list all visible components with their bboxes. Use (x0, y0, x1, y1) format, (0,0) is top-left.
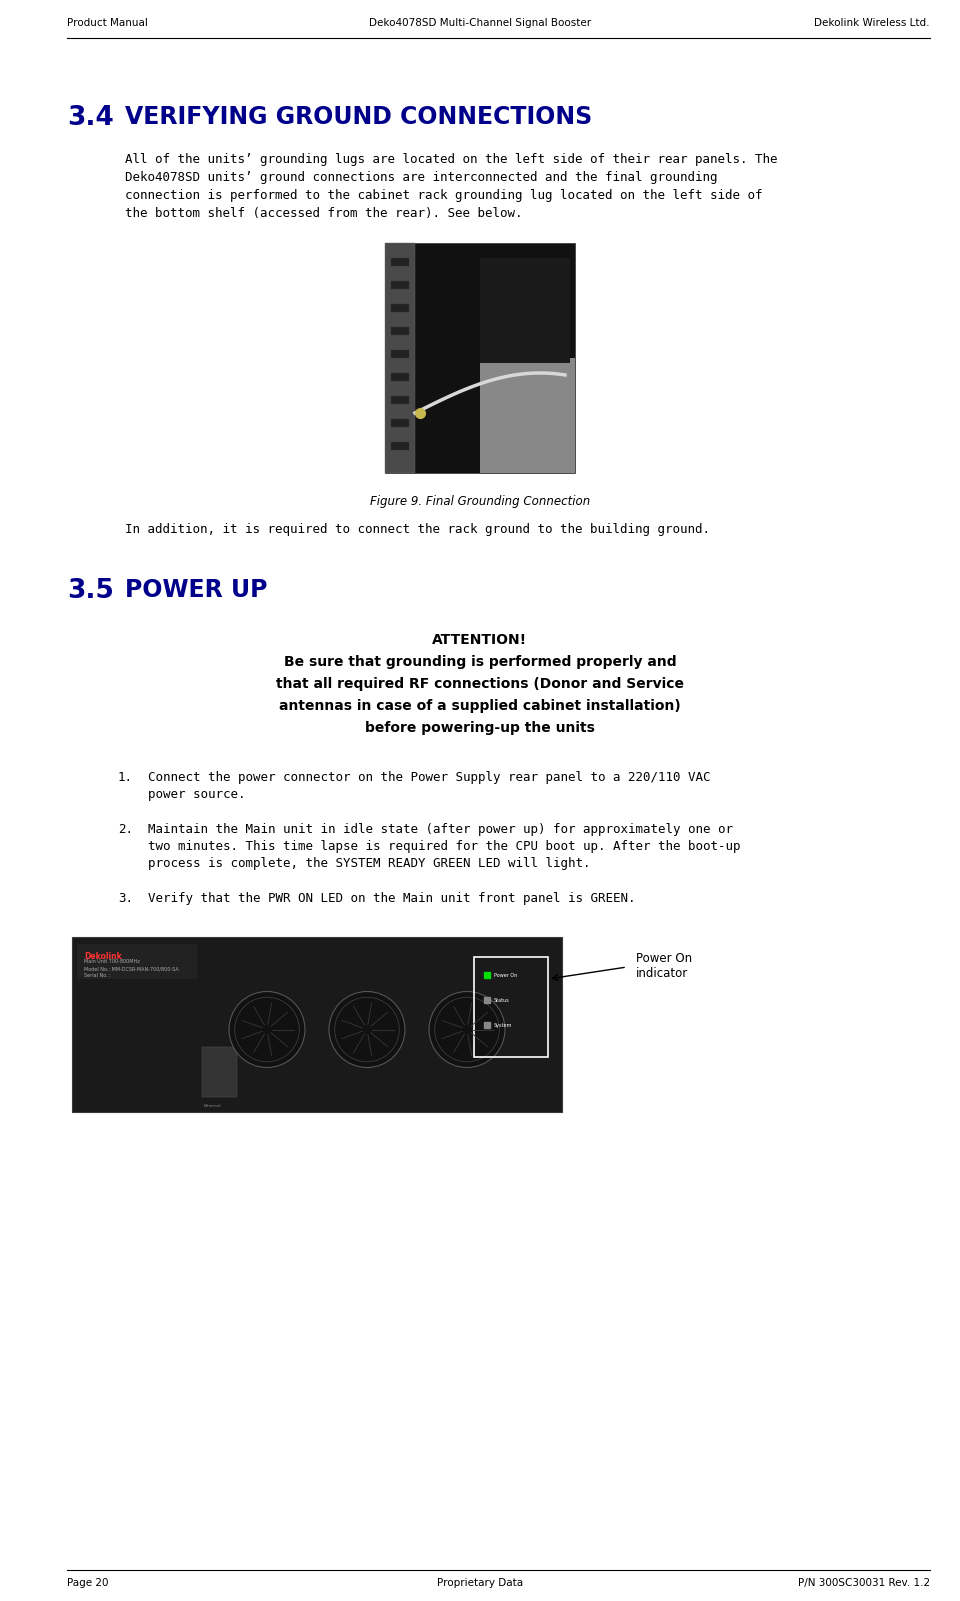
Text: the bottom shelf (accessed from the rear). See below.: the bottom shelf (accessed from the rear… (125, 207, 522, 219)
Bar (391, 304, 409, 312)
Bar (77, 945, 197, 978)
Text: Model No.: MM-DCSR-MAN-700/800-SA: Model No.: MM-DCSR-MAN-700/800-SA (84, 965, 179, 970)
Text: Dekolink: Dekolink (84, 953, 122, 961)
Text: Proprietary Data: Proprietary Data (437, 1579, 523, 1588)
Bar (391, 282, 409, 290)
Bar (391, 327, 409, 335)
Text: 1.: 1. (118, 772, 133, 784)
Bar (391, 373, 409, 381)
Bar (480, 258, 570, 363)
Bar (385, 243, 415, 472)
Bar (385, 243, 575, 472)
Text: connection is performed to the cabinet rack grounding lug located on the left si: connection is performed to the cabinet r… (125, 189, 762, 202)
Text: Power On: Power On (494, 972, 517, 978)
Text: 2.: 2. (118, 823, 133, 836)
Text: 3.: 3. (118, 892, 133, 905)
Text: Power On
indicator: Power On indicator (636, 953, 692, 980)
Text: before powering-up the units: before powering-up the units (365, 720, 595, 735)
Bar (391, 351, 409, 359)
Bar (391, 258, 409, 266)
Text: System: System (494, 1023, 513, 1028)
Text: two minutes. This time lapse is required for the CPU boot up. After the boot-up: two minutes. This time lapse is required… (148, 841, 740, 853)
Text: Deko4078SD units’ ground connections are interconnected and the final grounding: Deko4078SD units’ ground connections are… (125, 171, 717, 184)
Text: 3.5: 3.5 (67, 578, 114, 604)
Text: antennas in case of a supplied cabinet installation): antennas in case of a supplied cabinet i… (279, 700, 681, 712)
Text: Be sure that grounding is performed properly and: Be sure that grounding is performed prop… (284, 655, 676, 669)
Text: process is complete, the SYSTEM READY GREEN LED will light.: process is complete, the SYSTEM READY GR… (148, 857, 590, 869)
Bar (391, 419, 409, 427)
Bar (480, 359, 575, 472)
Bar (72, 937, 562, 1113)
Text: that all required RF connections (Donor and Service: that all required RF connections (Donor … (276, 677, 684, 692)
Text: Dekolink Wireless Ltd.: Dekolink Wireless Ltd. (814, 18, 930, 27)
Bar (391, 442, 409, 450)
Text: POWER UP: POWER UP (125, 578, 268, 602)
Text: Verify that the PWR ON LED on the Main unit front panel is GREEN.: Verify that the PWR ON LED on the Main u… (148, 892, 636, 905)
Text: Product Manual: Product Manual (67, 18, 148, 27)
Text: P/N 300SC30031 Rev. 1.2: P/N 300SC30031 Rev. 1.2 (798, 1579, 930, 1588)
Text: power source.: power source. (148, 788, 246, 800)
Text: Status: Status (494, 997, 510, 1002)
Bar (474, 957, 548, 1057)
Circle shape (329, 991, 405, 1068)
Bar (391, 395, 409, 403)
Text: All of the units’ grounding lugs are located on the left side of their rear pane: All of the units’ grounding lugs are loc… (125, 154, 778, 167)
Text: Serial No. :: Serial No. : (84, 973, 110, 978)
Text: 3.4: 3.4 (67, 106, 113, 131)
Text: Connect the power connector on the Power Supply rear panel to a 220/110 VAC: Connect the power connector on the Power… (148, 772, 710, 784)
Text: Ethernet: Ethernet (204, 1105, 222, 1108)
Text: VERIFYING GROUND CONNECTIONS: VERIFYING GROUND CONNECTIONS (125, 106, 592, 130)
Text: Deko4078SD Multi-Channel Signal Booster: Deko4078SD Multi-Channel Signal Booster (369, 18, 591, 27)
Circle shape (429, 991, 505, 1068)
Text: Maintain the Main unit in idle state (after power up) for approximately one or: Maintain the Main unit in idle state (af… (148, 823, 733, 836)
Text: Main Unit 700-800MHz: Main Unit 700-800MHz (84, 959, 140, 964)
Text: In addition, it is required to connect the rack ground to the building ground.: In addition, it is required to connect t… (125, 524, 710, 536)
Text: Page 20: Page 20 (67, 1579, 108, 1588)
Bar (202, 1047, 237, 1097)
Text: Figure 9. Final Grounding Connection: Figure 9. Final Grounding Connection (370, 495, 590, 508)
Text: ATTENTION!: ATTENTION! (432, 632, 528, 647)
Circle shape (229, 991, 305, 1068)
